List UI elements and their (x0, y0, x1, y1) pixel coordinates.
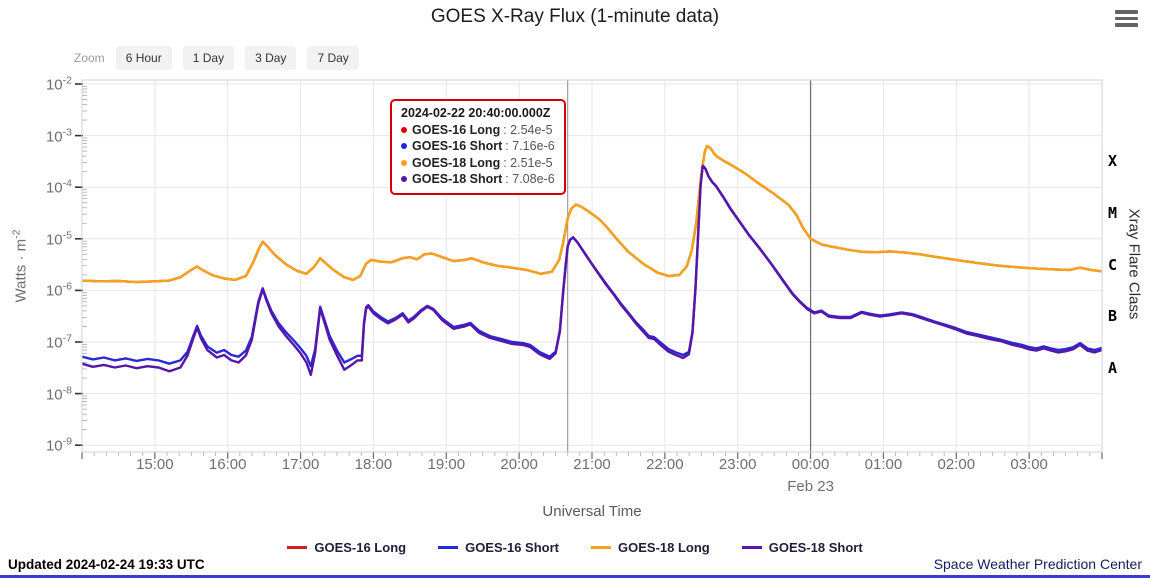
day-boundary-label: Feb 23 (787, 478, 834, 495)
tooltip-value: : 7.08e-6 (505, 172, 555, 186)
x-axis-title: Universal Time (542, 503, 642, 520)
tooltip-row: GOES-16 Short : 7.16e-6 (401, 138, 555, 155)
updated-timestamp: Updated 2024-02-24 19:33 UTC (8, 557, 205, 572)
y-axis-title: Watts · m-2 (10, 229, 30, 303)
x-tick-label: 03:00 (1010, 456, 1048, 473)
x-tick-label: 19:00 (427, 456, 466, 473)
flare-class-label-m: M (1108, 204, 1118, 222)
flare-class-label-a: A (1108, 358, 1118, 377)
x-tick-label: 21:00 (573, 456, 611, 473)
y-tick-label: 10-2 (45, 74, 72, 94)
x-tick-label: 23:00 (718, 456, 757, 473)
tooltip-timestamp: 2024-02-22 20:40:00.000Z (401, 106, 551, 120)
legend-item-goes16-short[interactable]: GOES-16 Short (438, 540, 559, 555)
legend-item-goes18-long[interactable]: GOES-18 Long (591, 540, 710, 555)
series-group (82, 144, 1102, 377)
y-tick-label: 10-9 (45, 435, 72, 455)
tooltip-value: : 2.54e-5 (503, 122, 553, 137)
series-line-goes-18-long[interactable] (82, 144, 1102, 284)
range-selector: Zoom 6 Hour 1 Day 3 Day 7 Day (74, 46, 359, 70)
tooltip-value: : 7.16e-6 (505, 139, 555, 153)
series-dot-icon (401, 126, 407, 133)
hamburger-bar (1115, 16, 1138, 21)
page-title: GOES X-Ray Flux (1-minute data) (430, 6, 720, 27)
data-tooltip: 2024-02-22 20:40:00.000Z GOES-16 Long : … (390, 99, 566, 195)
legend-item-goes16-long[interactable]: GOES-16 Long (287, 540, 406, 555)
y-tick-label: 10-6 (45, 280, 72, 300)
hamburger-bar (1115, 23, 1138, 27)
series-dot-icon (401, 143, 407, 150)
zoom-label: Zoom (74, 51, 105, 65)
flare-class-label-x: X (1108, 152, 1118, 171)
series-dot-icon (401, 159, 407, 166)
y-tick-label: 10-5 (45, 229, 72, 249)
source-attribution: Space Weather Prediction Center (933, 556, 1142, 572)
x-tick-label: 22:00 (646, 456, 684, 473)
series-dot-icon (401, 176, 407, 183)
y-tick-label: 10-4 (45, 177, 72, 197)
tooltip-row: GOES-18 Long : 2.51e-5 (401, 155, 555, 172)
y-tick-label: 10-7 (45, 332, 72, 352)
zoom-button-3day[interactable]: 3 Day (245, 46, 297, 70)
x-tick-label: 18:00 (354, 456, 393, 473)
hamburger-bar (1115, 10, 1138, 14)
xray-flux-plot (75, 79, 1103, 459)
x-tick-label: 15:00 (136, 456, 174, 473)
x-tick-label: 01:00 (864, 456, 903, 473)
right-axis-title: Xray Flare Class (1125, 208, 1143, 320)
tooltip-row: GOES-18 Short : 7.08e-6 (401, 171, 555, 188)
y-tick-label: 10-3 (45, 126, 72, 146)
series-line-goes-18-short[interactable] (82, 164, 1102, 377)
tooltip-row: GOES-16 Long : 2.54e-5 (401, 122, 555, 139)
flare-class-label-c: C (1108, 255, 1118, 274)
plot-border (81, 79, 1103, 453)
y-tick-label: 10-8 (45, 384, 72, 404)
x-tick-label: 02:00 (937, 456, 976, 473)
chart-legend: GOES-16 Long GOES-16 Short GOES-18 Long … (0, 540, 1150, 555)
legend-swatch-icon (741, 546, 762, 549)
zoom-button-6hour[interactable]: 6 Hour (115, 46, 172, 70)
x-tick-label: 17:00 (281, 456, 320, 473)
x-tick-label: 00:00 (791, 456, 830, 473)
hamburger-menu-icon[interactable] (1115, 10, 1138, 27)
legend-swatch-icon (591, 546, 611, 549)
x-tick-label: 16:00 (208, 456, 247, 473)
legend-swatch-icon (287, 546, 308, 549)
zoom-button-1day[interactable]: 1 Day (182, 46, 235, 70)
legend-swatch-icon (438, 546, 459, 549)
x-tick-label: 20:00 (500, 456, 538, 473)
zoom-button-7day[interactable]: 7 Day (307, 46, 359, 70)
tooltip-value: : 2.51e-5 (503, 155, 553, 170)
flare-class-label-b: B (1108, 307, 1118, 326)
legend-item-goes18-short[interactable]: GOES-18 Short (741, 540, 863, 555)
